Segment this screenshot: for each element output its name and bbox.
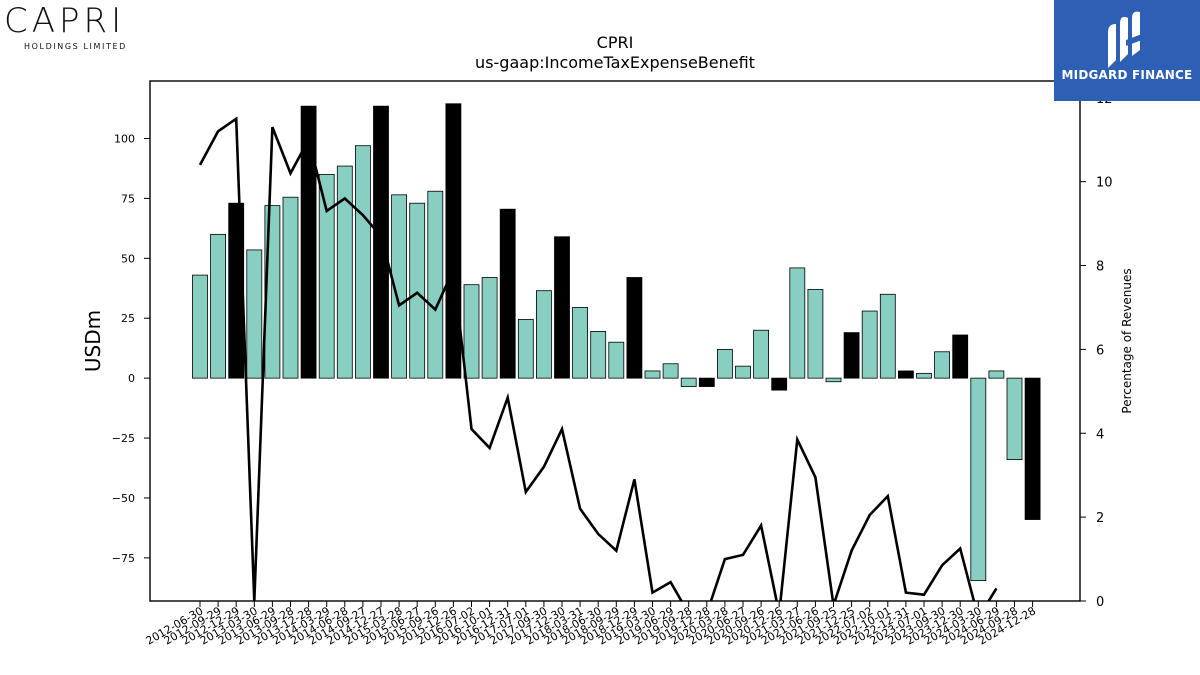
y2-tick-label: 8 [1096,260,1104,275]
y-tick-label: −75 [112,552,135,565]
capri-logo-name: CAPRI [4,1,126,41]
bar [517,319,534,379]
bar [499,208,516,379]
bar [427,190,444,379]
y2-tick-label: 4 [1096,427,1104,442]
bar [952,334,969,379]
bar [753,329,769,379]
bar [843,332,860,379]
bar [898,370,914,379]
y2-tick-label: 0 [1096,595,1104,610]
bar [717,348,733,379]
bar [409,202,426,379]
bar [789,267,806,379]
y2-tick-label: 6 [1096,343,1104,358]
y2-tick-label: 10 [1096,176,1113,191]
bar [354,145,371,379]
bar [861,310,878,379]
chart-title: CPRI [597,33,634,52]
bar [318,174,335,379]
bar [626,277,643,379]
y-tick-label: 75 [121,192,135,205]
bar [282,196,299,379]
y-tick-label: −25 [112,432,135,445]
bar [336,165,353,379]
y-tick-label: 25 [121,312,135,325]
revenue-percentage-line [198,116,998,601]
bar [608,341,625,379]
bar [680,377,697,387]
bar [807,289,824,379]
midgard-finance-logo: MIDGARD FINANCE [1054,0,1200,101]
bar [644,370,661,379]
bar [1006,377,1023,461]
bar [934,351,950,379]
y-tick-label: 50 [121,252,135,265]
bar [662,363,679,379]
bar [300,105,317,379]
bar [445,103,462,379]
bar [735,365,751,379]
bar [916,372,932,379]
bar [988,370,1005,379]
bar [1024,377,1041,520]
y2-tick-label: 2 [1096,511,1104,526]
plot-frame [149,80,1081,602]
y-tick-label: 0 [128,372,135,385]
bar [192,274,208,379]
chart-subtitle: us-gaap:IncomeTaxExpenseBenefit [475,53,755,72]
bar [391,194,408,379]
bar [698,377,715,387]
midgard-logo-text: MIDGARD FINANCE [1061,68,1193,82]
capri-logo-sub: HOLDINGS LIMITED [24,42,127,51]
bar [373,105,389,379]
bar [463,284,480,379]
bar [572,307,588,379]
bar [825,377,842,383]
bar [481,277,498,379]
bar [771,377,788,391]
y2-axis-label: Percentage of Revenues [1120,268,1134,413]
midgard-mark-icon [1108,11,1142,68]
capri-logo: CAPRI HOLDINGS LIMITED [4,2,154,51]
bar [879,293,896,379]
bar [536,290,552,379]
y-tick-label: 100 [114,133,135,146]
bar [554,236,570,379]
bar [246,249,263,379]
bar [970,377,987,582]
y-axis-label: USDm [81,310,105,372]
bar [590,331,607,379]
bar [210,233,227,379]
y-tick-label: −50 [112,492,135,505]
